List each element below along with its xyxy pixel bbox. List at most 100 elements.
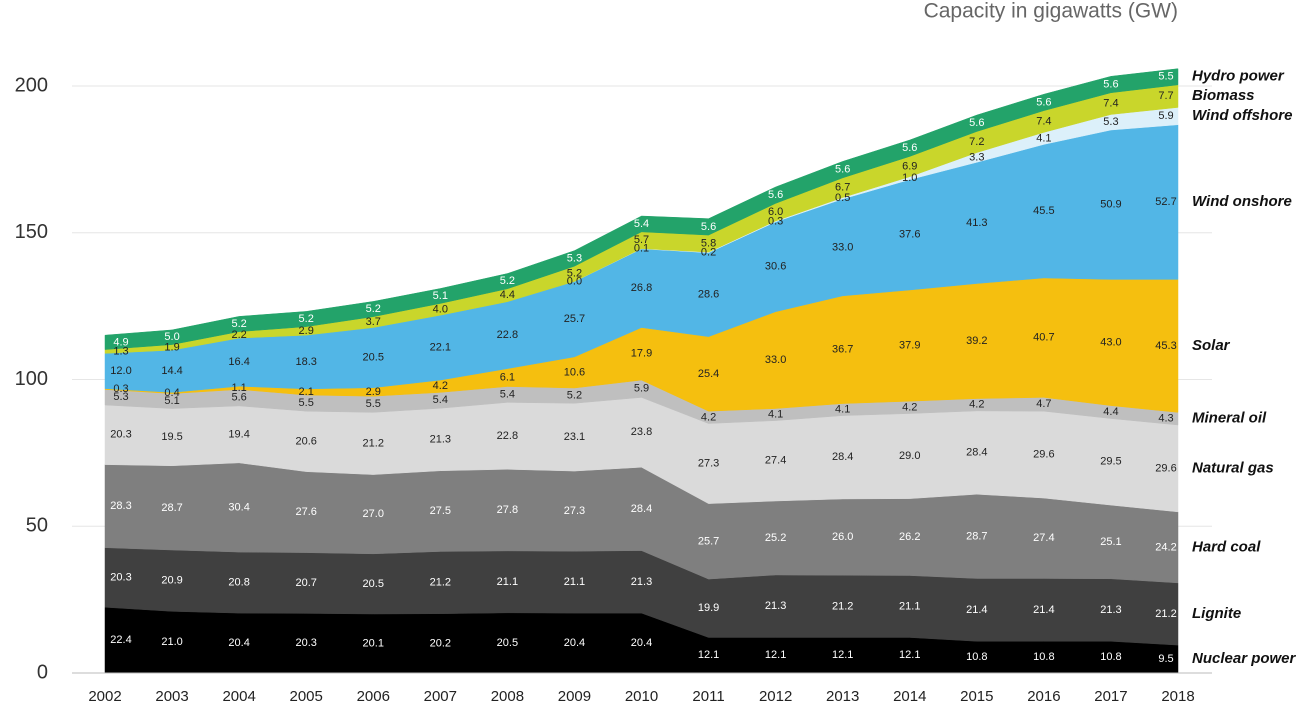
data-label: 14.4 — [161, 365, 182, 377]
data-label: 12.0 — [110, 365, 131, 377]
data-label: 7.4 — [1036, 115, 1051, 127]
legend-label: Solar — [1192, 337, 1231, 354]
data-label: 21.3 — [765, 600, 786, 612]
data-label: 50.9 — [1100, 199, 1121, 211]
data-label: 0.1 — [634, 243, 649, 255]
data-label: 21.0 — [161, 636, 182, 648]
data-label: 5.7 — [634, 234, 649, 246]
data-label: 9.5 — [1158, 653, 1173, 665]
data-label: 22.4 — [110, 634, 131, 646]
data-label: 21.4 — [966, 604, 987, 616]
data-label: 5.6 — [969, 117, 984, 129]
data-label: 3.7 — [366, 316, 381, 328]
data-label: 5.6 — [835, 164, 850, 176]
data-label: 1.3 — [113, 345, 128, 357]
legend-label: Hydro power — [1192, 68, 1285, 85]
data-label: 27.3 — [698, 457, 719, 469]
y-tick-label: 100 — [15, 368, 48, 390]
data-label: 20.3 — [110, 571, 131, 583]
x-tick-label: 2010 — [625, 688, 658, 705]
data-label: 37.6 — [899, 229, 920, 241]
data-label: 36.7 — [832, 344, 853, 356]
data-label: 20.6 — [295, 435, 316, 447]
data-label: 27.6 — [295, 506, 316, 518]
data-label: 20.4 — [228, 637, 249, 649]
data-label: 18.3 — [295, 356, 316, 368]
data-label: 5.9 — [634, 383, 649, 395]
data-label: 20.5 — [497, 637, 518, 649]
data-label: 25.4 — [698, 368, 719, 380]
data-label: 1.9 — [164, 341, 179, 353]
x-tick-label: 2007 — [424, 688, 457, 705]
data-label: 4.2 — [969, 399, 984, 411]
legend-label: Mineral oil — [1192, 410, 1267, 427]
data-label: 5.1 — [164, 395, 179, 407]
data-label: 21.3 — [631, 576, 652, 588]
x-tick-label: 2011 — [692, 688, 724, 705]
x-tick-label: 2008 — [491, 688, 524, 705]
data-label: 5.4 — [500, 388, 515, 400]
data-label: 25.1 — [1100, 536, 1121, 548]
data-label: 5.3 — [1103, 116, 1118, 128]
data-label: 29.0 — [899, 450, 920, 462]
data-label: 2.1 — [299, 386, 314, 398]
data-label: 20.4 — [564, 637, 585, 649]
data-label: 4.1 — [768, 408, 783, 420]
data-label: 5.6 — [768, 189, 783, 201]
x-tick-label: 2003 — [155, 688, 188, 705]
data-label: 12.1 — [765, 649, 786, 661]
data-label: 10.8 — [1100, 651, 1121, 663]
data-label: 6.9 — [902, 160, 917, 172]
data-label: 2.2 — [231, 329, 246, 341]
data-label: 0.3 — [113, 383, 128, 395]
data-label: 20.2 — [430, 637, 451, 649]
x-tick-label: 2018 — [1161, 688, 1194, 705]
data-label: 28.4 — [631, 503, 652, 515]
data-label: 27.0 — [363, 508, 384, 520]
data-label: 5.6 — [1036, 96, 1051, 108]
data-label: 21.1 — [497, 576, 518, 588]
legend-label: Hard coal — [1192, 538, 1261, 555]
data-label: 20.7 — [295, 577, 316, 589]
data-label: 5.2 — [567, 390, 582, 402]
data-label: 4.1 — [835, 403, 850, 415]
data-label: 5.5 — [1158, 71, 1173, 83]
data-label: 21.2 — [430, 577, 451, 589]
x-tick-label: 2013 — [826, 688, 859, 705]
data-label: 17.9 — [631, 348, 652, 360]
data-label: 6.0 — [768, 206, 783, 218]
x-tick-label: 2006 — [357, 688, 390, 705]
data-label: 2.9 — [366, 386, 381, 398]
data-label: 20.9 — [161, 575, 182, 587]
data-label: 22.8 — [497, 329, 518, 341]
data-label: 4.0 — [433, 303, 448, 315]
data-label: 5.4 — [634, 218, 649, 230]
data-label: 20.1 — [363, 637, 384, 649]
y-tick-label: 50 — [26, 515, 48, 537]
data-label: 26.8 — [631, 282, 652, 294]
data-label: 0.0 — [567, 275, 582, 287]
data-label: 27.3 — [564, 505, 585, 517]
y-tick-label: 0 — [37, 661, 48, 683]
data-label: 24.2 — [1155, 541, 1176, 553]
data-label: 5.2 — [231, 318, 246, 330]
data-label: 20.4 — [631, 637, 652, 649]
y-tick-label: 150 — [15, 221, 48, 243]
data-label: 3.3 — [969, 151, 984, 163]
data-label: 5.1 — [433, 290, 448, 302]
data-label: 7.7 — [1158, 90, 1173, 102]
data-label: 39.2 — [966, 335, 987, 347]
legend-label: Nuclear power — [1192, 650, 1297, 667]
x-tick-label: 2002 — [88, 688, 121, 705]
data-label: 26.2 — [899, 531, 920, 543]
data-label: 28.7 — [161, 502, 182, 514]
y-tick-label: 200 — [15, 74, 48, 96]
data-label: 22.1 — [430, 342, 451, 354]
data-label: 20.3 — [110, 429, 131, 441]
data-label: 5.6 — [701, 221, 716, 233]
data-label: 0.2 — [701, 246, 716, 258]
data-label: 30.4 — [228, 501, 249, 513]
data-label: 0.3 — [768, 215, 783, 227]
data-label: 20.3 — [295, 637, 316, 649]
data-label: 20.5 — [363, 352, 384, 364]
